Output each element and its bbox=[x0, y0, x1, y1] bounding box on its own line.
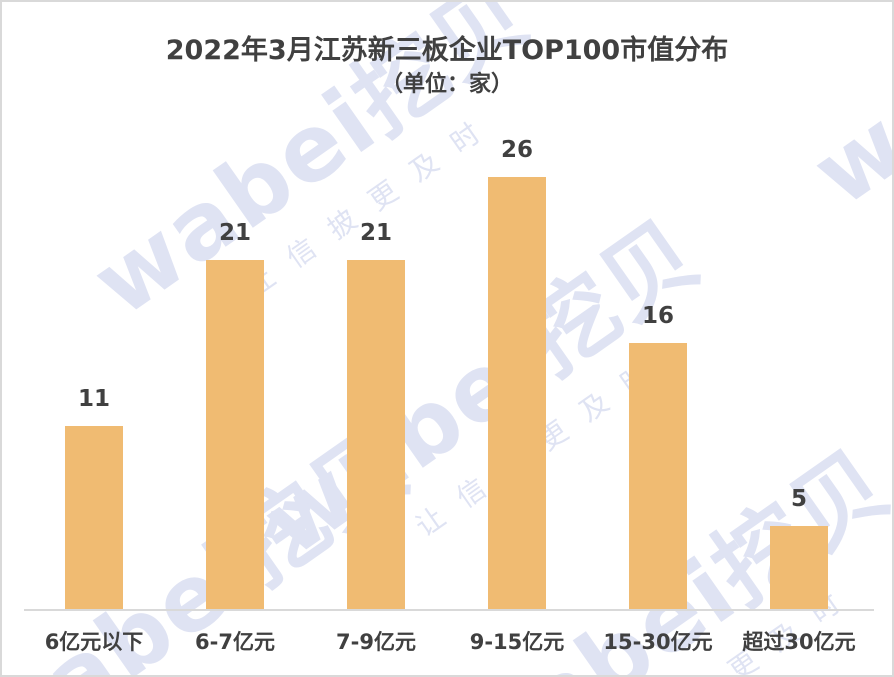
bar-5 bbox=[770, 526, 828, 609]
data-label: 26 bbox=[500, 137, 533, 163]
x-tick-label: 6亿元以下 bbox=[44, 630, 144, 654]
data-label: 21 bbox=[218, 220, 251, 246]
data-label: 16 bbox=[641, 303, 674, 329]
x-axis-line bbox=[24, 609, 874, 611]
data-label: 5 bbox=[790, 486, 807, 512]
x-tick-label: 6-7亿元 bbox=[195, 630, 275, 654]
x-tick-label: 9-15亿元 bbox=[469, 630, 565, 654]
bar-1 bbox=[206, 260, 264, 609]
data-label: 11 bbox=[77, 386, 110, 412]
bar-0 bbox=[65, 426, 123, 609]
x-tick-label: 7-9亿元 bbox=[336, 630, 416, 654]
x-tick-label: 15-30亿元 bbox=[603, 630, 713, 654]
bar-3 bbox=[488, 177, 546, 609]
bar-4 bbox=[629, 343, 687, 609]
data-label: 21 bbox=[359, 220, 392, 246]
x-tick-label: 超过30亿元 bbox=[742, 630, 856, 654]
chart-title: 2022年3月江苏新三板企业TOP100市值分布 bbox=[165, 35, 729, 66]
chart-subtitle: （单位：家） bbox=[380, 72, 513, 97]
bar-2 bbox=[347, 260, 405, 609]
